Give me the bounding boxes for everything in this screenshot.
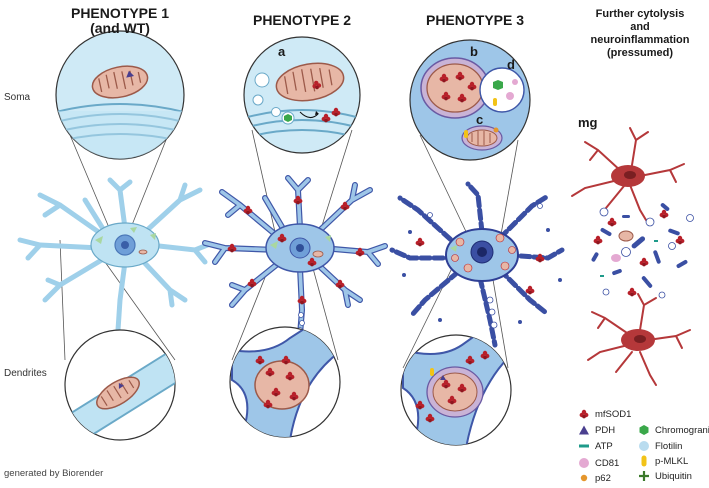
legend-item-pdh: PDH — [578, 424, 615, 436]
legend-label: CD81 — [595, 457, 620, 469]
p2-neuron — [202, 175, 388, 338]
dot-icon — [580, 474, 588, 482]
legend-label: Flotilin — [655, 440, 683, 452]
phenotype-1-title-line2: (and WT) — [90, 20, 150, 36]
legend-item-p62: p62 — [578, 472, 611, 484]
mitochondrion — [96, 376, 140, 410]
panel-letter-b: b — [470, 44, 478, 59]
further-cytolysis-title-line3: neuroinflammation — [590, 34, 690, 46]
p1-soma-zoom — [55, 30, 185, 160]
row-label-soma: Soma — [4, 92, 31, 103]
phenotype-2-title: PHENOTYPE 2 — [222, 13, 382, 28]
capsule-icon — [641, 455, 647, 467]
further-cytolysis-title-line4: (pressumed) — [606, 47, 674, 59]
mitochondrion — [275, 62, 345, 102]
cross-icon — [639, 471, 649, 481]
panel-letter-d: d — [507, 57, 515, 72]
biorender-credit: generated by Biorender — [4, 468, 104, 479]
legend-item-atp: ATP — [578, 440, 613, 452]
legend-item-flotilin: Flotilin — [638, 440, 682, 452]
p1-neuron — [17, 177, 213, 333]
panel-letter-a: a — [278, 44, 286, 59]
further-cytolysis-title: Further cytolysis and neuroinflammation … — [575, 8, 705, 60]
p3-soma-zoom — [409, 39, 531, 161]
p3-neuron — [389, 181, 565, 348]
microglia-top — [571, 127, 685, 221]
legend-item-mfsod1: mfSOD1 — [578, 408, 631, 420]
legend-label: PDH — [595, 424, 616, 436]
legend-item-p-mlkl: p-MLKL — [638, 455, 688, 467]
phenotype-1-title-line1: PHENOTYPE 1 — [70, 5, 170, 21]
phenotype-2-title-text: PHENOTYPE 2 — [252, 12, 352, 28]
p3-dendrite-zoom — [400, 334, 512, 446]
legend-label: Chromogranin — [655, 424, 709, 436]
hexagon-icon — [639, 425, 649, 435]
row-label-dendrites: Dendrites — [4, 368, 47, 379]
legend-item-ubiquitin: Ubiquitin — [638, 470, 692, 482]
further-cytolysis-title-line2: and — [630, 21, 650, 33]
panel-letter-c: c — [476, 112, 484, 127]
circle-icon — [639, 441, 649, 451]
legend-label: p62 — [595, 472, 611, 484]
microglia-bottom — [587, 293, 691, 386]
triangle-icon — [579, 425, 589, 435]
p1-dendrite-zoom — [64, 329, 176, 441]
mitochondrion — [91, 65, 149, 99]
legend-label: p-MLKL — [655, 455, 689, 467]
debris-field — [591, 203, 694, 299]
legend-item-cd81: CD81 — [578, 457, 619, 469]
legend-item-chromogranin: Chromogranin — [638, 424, 709, 436]
dash-icon — [579, 444, 589, 448]
p2-dendrite-zoom — [229, 326, 341, 438]
legend-label: mfSOD1 — [595, 408, 632, 420]
phenotype-1-title: PHENOTYPE 1 (and WT) — [40, 6, 200, 36]
phenotype-3-title: PHENOTYPE 3 — [395, 13, 555, 28]
legend-label: Ubiquitin — [655, 470, 692, 482]
panel-letter-mg: mg — [578, 115, 598, 130]
phenotype-3-title-text: PHENOTYPE 3 — [425, 12, 525, 28]
zoom-connector-lines — [59, 129, 519, 369]
legend-label: ATP — [595, 440, 613, 452]
further-cytolysis-title-line1: Further cytolysis — [595, 8, 685, 20]
p2-soma-zoom — [243, 36, 361, 154]
circle-icon — [579, 458, 589, 468]
mfsod1-cluster-icon — [579, 409, 589, 419]
